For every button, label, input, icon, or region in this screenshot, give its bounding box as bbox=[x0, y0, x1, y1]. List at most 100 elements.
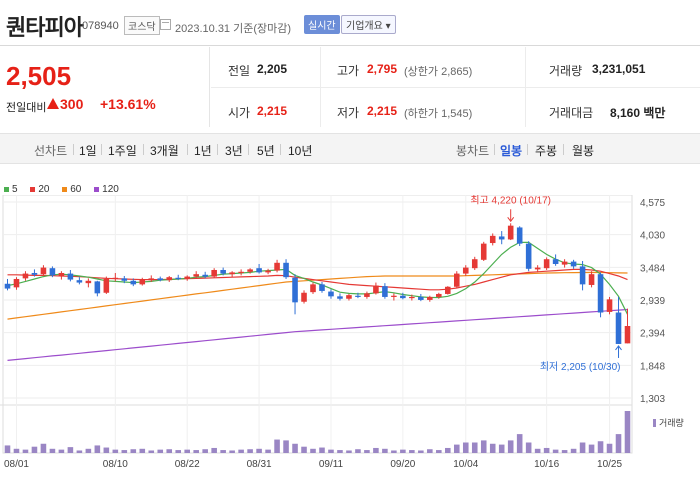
lower-limit: (하한가 1,545) bbox=[404, 108, 473, 120]
divider bbox=[527, 144, 528, 155]
period-5y[interactable]: 5년 bbox=[257, 144, 275, 158]
volume-bar bbox=[391, 450, 397, 453]
volume-bar bbox=[606, 443, 613, 453]
candle-body bbox=[552, 259, 559, 264]
candle-body bbox=[516, 227, 523, 244]
candle-body bbox=[121, 278, 128, 281]
trade-amount-label: 거래대금 bbox=[549, 106, 594, 120]
divider bbox=[73, 144, 74, 155]
divider bbox=[280, 144, 281, 155]
volume-bar bbox=[121, 450, 128, 453]
volume-bar bbox=[382, 448, 388, 453]
candle-body bbox=[427, 296, 433, 300]
divider bbox=[187, 144, 188, 155]
candle-body bbox=[166, 277, 173, 281]
candle-body bbox=[301, 292, 307, 302]
candle-body bbox=[382, 286, 388, 297]
candle-body bbox=[453, 273, 460, 287]
prev-close-value: 2,205 bbox=[257, 62, 288, 76]
legend-item-ma5: 5 bbox=[4, 184, 18, 195]
volume-bar bbox=[507, 440, 514, 453]
volume-bar bbox=[265, 449, 271, 453]
legend-item-ma60: 60 bbox=[62, 184, 81, 195]
price-summary: 2,505 전일대비 300 +13.61% bbox=[0, 47, 210, 127]
period-1w[interactable]: 1주일 bbox=[108, 144, 137, 158]
legend-swatch bbox=[30, 186, 36, 192]
candle-body bbox=[445, 286, 451, 294]
period-daily[interactable]: 일봉 bbox=[500, 144, 523, 158]
period-3y[interactable]: 3년 bbox=[225, 144, 243, 158]
x-tick-label: 10/04 bbox=[453, 459, 478, 470]
volume-label: 거래량 bbox=[549, 64, 583, 78]
candle-body bbox=[310, 284, 316, 293]
volume-bar bbox=[13, 448, 20, 453]
y-tick-label: 4,030 bbox=[640, 231, 665, 242]
volume-bar bbox=[588, 444, 595, 453]
candle-body bbox=[247, 269, 253, 272]
open-label: 시가 bbox=[228, 106, 251, 120]
volume-bar bbox=[525, 442, 532, 453]
volume-bar bbox=[139, 448, 146, 453]
volume-bar bbox=[238, 449, 244, 453]
period-1y[interactable]: 1년 bbox=[194, 144, 212, 158]
period-toolbar: 선차트 1일 1주일 3개월 1년 3년 5년 10년 봉차트 일봉 주봉 월봉 bbox=[0, 133, 700, 164]
volume-bar bbox=[418, 450, 424, 453]
candle-body bbox=[157, 278, 164, 281]
ma-legend: 5 20 60 120 bbox=[4, 184, 129, 195]
candle-body bbox=[292, 277, 298, 303]
company-overview-dropdown[interactable]: 기업개요 ▾ bbox=[341, 15, 396, 34]
legend-swatch bbox=[4, 186, 9, 192]
candle-body bbox=[328, 291, 334, 297]
base-date: 2023.10.31 기준(장마감) bbox=[175, 23, 292, 35]
y-tick-label: 2,394 bbox=[640, 329, 665, 340]
candle-body bbox=[265, 270, 271, 273]
volume-bar bbox=[346, 450, 352, 453]
volume-bar bbox=[211, 447, 217, 453]
candle-body bbox=[436, 293, 442, 297]
volume-bar bbox=[489, 443, 496, 453]
divider bbox=[143, 144, 144, 155]
volume-bar bbox=[534, 448, 541, 453]
volume-bar bbox=[453, 444, 460, 453]
volume-bar bbox=[49, 448, 56, 453]
y-tick-label: 1,848 bbox=[640, 361, 665, 372]
volume-bar bbox=[624, 411, 631, 453]
period-1d[interactable]: 1일 bbox=[79, 144, 97, 158]
ma5-line bbox=[7, 241, 629, 315]
candle-body bbox=[364, 293, 370, 297]
volume-bar bbox=[4, 445, 11, 453]
candle-body bbox=[220, 269, 226, 274]
trade-amount-value: 8,160 백만 bbox=[610, 106, 666, 120]
legend-label: 60 bbox=[70, 184, 82, 195]
period-weekly[interactable]: 주봉 bbox=[535, 144, 558, 158]
volume-bar bbox=[256, 448, 262, 453]
period-10y[interactable]: 10년 bbox=[288, 144, 313, 158]
up-arrow-icon bbox=[47, 98, 59, 109]
volume-bar bbox=[67, 447, 74, 453]
candle-body bbox=[238, 271, 244, 273]
candle-body bbox=[480, 243, 487, 260]
y-tick-label: 4,575 bbox=[640, 198, 665, 209]
volume-bar bbox=[328, 449, 334, 453]
candle-body bbox=[148, 278, 155, 281]
volume-bar bbox=[283, 440, 289, 453]
x-tick-label: 10/16 bbox=[534, 459, 559, 470]
period-monthly[interactable]: 월봉 bbox=[572, 144, 595, 158]
legend-label: 20 bbox=[38, 184, 50, 195]
stock-chart[interactable]: 4,575 4,030 3,484 2,939 2,394 1,848 1,303 08/01… bbox=[0, 195, 700, 490]
low-value: 2,215 bbox=[367, 104, 398, 118]
divider bbox=[217, 144, 218, 155]
volume-bar bbox=[615, 434, 622, 453]
candle-body bbox=[283, 262, 289, 278]
volume-bar bbox=[355, 449, 361, 453]
current-price: 2,505 bbox=[6, 61, 72, 91]
candle-body bbox=[40, 267, 47, 275]
realtime-button[interactable]: 실시간 bbox=[304, 15, 340, 34]
volume-bar bbox=[103, 447, 110, 453]
period-3m[interactable]: 3개월 bbox=[150, 144, 179, 158]
volume-bar bbox=[112, 449, 119, 453]
volume-bar bbox=[184, 449, 190, 453]
candle-body bbox=[85, 280, 92, 284]
volume-bar bbox=[31, 446, 38, 453]
stock-name: 퀀타피아 bbox=[6, 15, 84, 40]
